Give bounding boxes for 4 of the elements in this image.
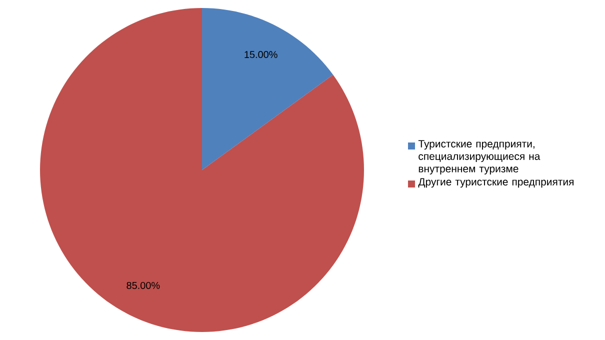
data-label: 15.00% [244,51,278,58]
data-label: 85.00% [126,282,160,289]
legend-label: Другие туристские предприятия [418,178,574,188]
legend-label: Туристские предприяти, специализирующиеся на внутреннем туризме [418,140,540,174]
